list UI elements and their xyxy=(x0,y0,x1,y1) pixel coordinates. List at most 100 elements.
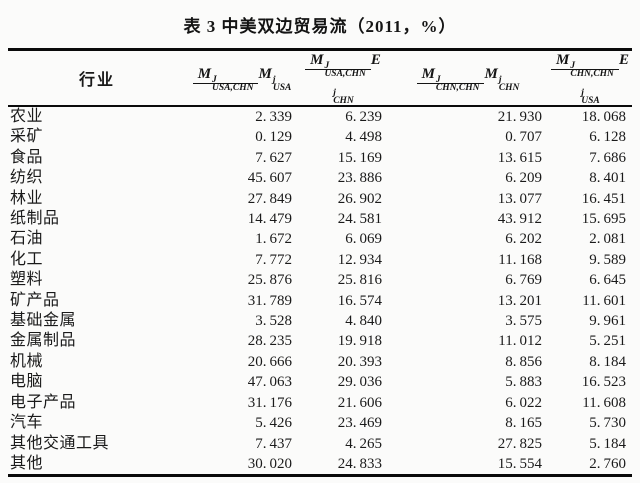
value-cell-col2: 24. 581 xyxy=(337,211,382,228)
numerator-scripts: J CHN,CHN xyxy=(435,75,480,93)
value-cell-col1: 28. 235 xyxy=(247,333,292,350)
value-cell-col1: 25. 876 xyxy=(247,272,292,289)
value-cell-col1: 2. 339 xyxy=(255,109,292,125)
math-variable: M xyxy=(310,52,324,68)
table-row: 其他 30. 020 24. 833 15. 554 2. 760 xyxy=(8,454,632,476)
value-cell-col4: 15. 695 xyxy=(581,211,626,228)
industry-cell: 塑料 xyxy=(10,271,44,289)
value-cell-col3: 15. 554 xyxy=(497,455,542,472)
value-cell-col4: 9. 961 xyxy=(589,313,626,330)
value-cell-col4: 2. 081 xyxy=(589,231,626,248)
industry-cell: 纸制品 xyxy=(10,210,60,228)
value-cell-col4: 11. 601 xyxy=(582,292,626,309)
industry-cell: 石油 xyxy=(10,230,44,248)
table-title: 表 3 中美双边贸易流（2011，%） xyxy=(183,17,457,36)
value-cell-col2: 16. 574 xyxy=(337,292,382,309)
value-cell-col1: 0. 129 xyxy=(255,129,292,146)
value-cell-col4: 7. 686 xyxy=(589,149,626,166)
subscript: USA,CHN xyxy=(212,82,254,93)
value-cell-col1: 7. 772 xyxy=(255,251,292,268)
denominator-scripts: j CHN xyxy=(333,88,354,106)
value-cell-col3: 6. 022 xyxy=(505,394,542,411)
industry-cell: 机械 xyxy=(10,352,44,370)
table-row: 金属制品 28. 235 19. 918 11. 012 5. 251 xyxy=(8,331,632,351)
numerator-scripts: J CHN,CHN xyxy=(570,61,614,79)
value-cell-col1: 31. 789 xyxy=(247,292,292,309)
industry-cell: 食品 xyxy=(10,148,44,166)
value-cell-col4: 16. 523 xyxy=(581,374,626,391)
table-row: 化工 7. 772 12. 934 11. 168 9. 589 xyxy=(8,250,632,270)
math-variable: M xyxy=(421,65,435,82)
denominator-scripts: j CHN xyxy=(498,74,520,93)
value-cell-col4: 8. 184 xyxy=(589,353,626,370)
value-cell-col4: 6. 645 xyxy=(589,272,626,289)
value-cell-col2: 24. 833 xyxy=(337,455,382,472)
table-row: 其他交通工具 7. 437 4. 265 27. 825 5. 184 xyxy=(8,434,632,454)
superscript: j xyxy=(498,74,502,85)
value-cell-col2: 26. 902 xyxy=(337,190,382,207)
subscript: USA,CHN xyxy=(324,69,366,79)
value-cell-col4: 6. 128 xyxy=(589,129,626,146)
numerator-scripts: J USA,CHN xyxy=(324,61,366,79)
value-cell-col3: 27. 825 xyxy=(497,435,542,452)
value-cell-col3: 11. 012 xyxy=(498,333,542,350)
industry-column-header: 行业 xyxy=(8,49,186,107)
industry-cell: 纺织 xyxy=(10,169,44,187)
value-cell-col4: 18. 068 xyxy=(581,109,626,125)
subscript: CHN,CHN xyxy=(435,82,480,93)
value-cell-col4: 8. 401 xyxy=(589,170,626,187)
table-row: 采矿 0. 129 4. 498 0. 707 6. 128 xyxy=(8,127,632,147)
industry-cell: 矿产品 xyxy=(10,291,60,309)
table-row: 林业 27. 849 26. 902 13. 077 16. 451 xyxy=(8,189,632,209)
value-cell-col1: 27. 849 xyxy=(247,190,292,207)
value-cell-col3: 11. 168 xyxy=(498,251,542,268)
table-row: 基础金属 3. 528 4. 840 3. 575 9. 961 xyxy=(8,311,632,331)
industry-cell: 其他交通工具 xyxy=(10,434,110,452)
value-cell-col4: 5. 184 xyxy=(589,435,626,452)
table-row: 汽车 5. 426 23. 469 8. 165 5. 730 xyxy=(8,413,632,433)
value-cell-col2: 19. 918 xyxy=(337,333,382,350)
table-row: 矿产品 31. 789 16. 574 13. 201 11. 601 xyxy=(8,291,632,311)
table-row: 电子产品 31. 176 21. 606 6. 022 11. 608 xyxy=(8,393,632,413)
industry-cell: 其他 xyxy=(10,454,44,472)
value-cell-col1: 47. 063 xyxy=(247,374,292,391)
fraction-numerator: M J CHN,CHN xyxy=(551,51,619,79)
industry-cell: 基础金属 xyxy=(10,312,77,330)
value-cell-col4: 5. 251 xyxy=(589,333,626,350)
value-cell-col1: 3. 528 xyxy=(255,313,292,330)
value-cell-col2: 6. 069 xyxy=(345,231,382,248)
denominator-scripts: j USA xyxy=(272,75,292,93)
superscript: J xyxy=(324,61,330,71)
value-cell-col3: 6. 769 xyxy=(505,272,542,289)
value-cell-col1: 1. 672 xyxy=(255,231,292,248)
value-cell-col4: 2. 760 xyxy=(589,455,626,472)
value-cell-col3: 13. 201 xyxy=(497,292,542,309)
fraction-numerator: M J USA,CHN xyxy=(305,51,371,79)
value-cell-col4: 16. 451 xyxy=(581,190,626,207)
table-row: 农业 2. 339 6. 239 21. 930 18. 068 xyxy=(8,106,632,127)
table-row: 食品 7. 627 15. 169 13. 615 7. 686 xyxy=(8,148,632,168)
value-cell-col2: 6. 239 xyxy=(345,109,382,125)
numerator-scripts: J USA,CHN xyxy=(212,75,254,93)
superscript: J xyxy=(570,61,576,71)
value-cell-col1: 5. 426 xyxy=(255,415,292,432)
value-cell-col3: 6. 202 xyxy=(505,231,542,248)
industry-cell: 电脑 xyxy=(10,373,44,391)
subscript: CHN xyxy=(498,82,520,93)
subscript: USA xyxy=(272,82,292,93)
value-cell-col2: 15. 169 xyxy=(337,149,382,166)
table-body: 农业 2. 339 6. 239 21. 930 18. 068 采矿 0. 129 4. 4… xyxy=(8,106,632,476)
math-variable: E xyxy=(618,52,629,68)
value-cell-col3: 5. 883 xyxy=(505,374,542,391)
value-cell-col2: 23. 469 xyxy=(337,415,382,432)
